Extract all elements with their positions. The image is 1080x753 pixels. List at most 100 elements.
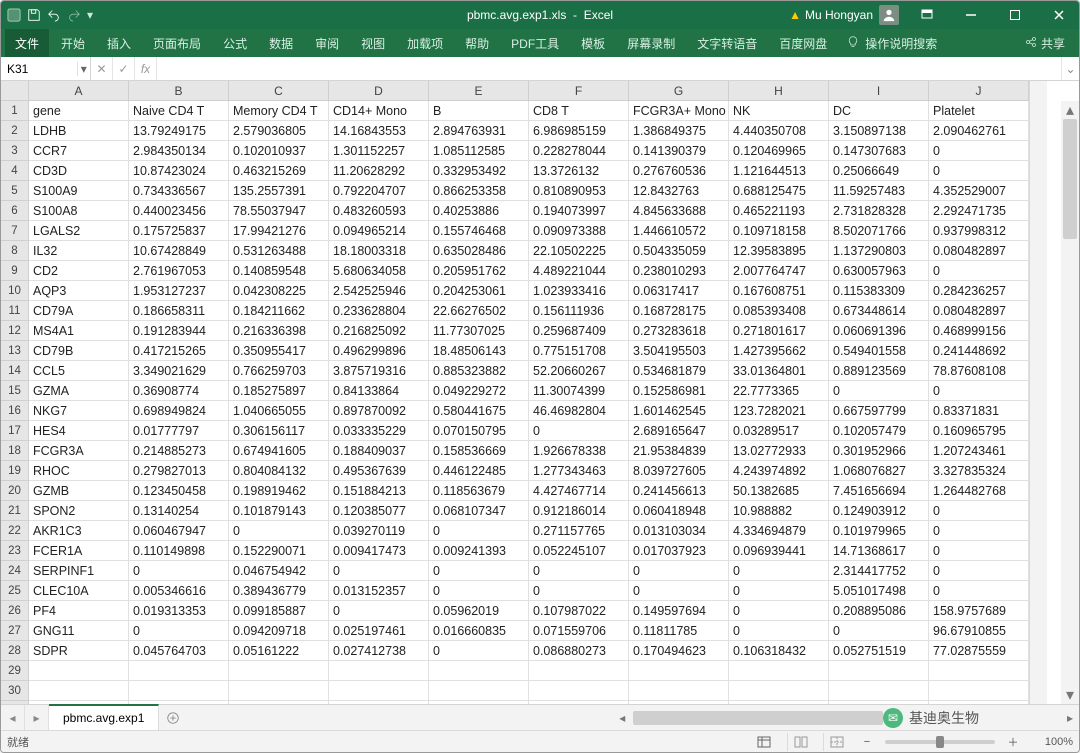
cell[interactable]: 0: [629, 561, 729, 581]
cell[interactable]: 78.55037947: [229, 201, 329, 221]
cell[interactable]: AQP3: [29, 281, 129, 301]
cell[interactable]: 0.188409037: [329, 441, 429, 461]
cell[interactable]: 4.334694879: [729, 521, 829, 541]
cell[interactable]: Naive CD4 T: [129, 101, 229, 121]
cell[interactable]: 2.894763931: [429, 121, 529, 141]
cell[interactable]: 0.155746468: [429, 221, 529, 241]
cell[interactable]: 0.549401558: [829, 341, 929, 361]
scroll-up-icon[interactable]: ▴: [1061, 101, 1079, 119]
row-header[interactable]: 6: [1, 201, 29, 221]
cell[interactable]: FCGR3A+ Mono: [629, 101, 729, 121]
cell[interactable]: 0.009417473: [329, 541, 429, 561]
cell[interactable]: 0.191283944: [129, 321, 229, 341]
cell[interactable]: 0.496299896: [329, 341, 429, 361]
cell[interactable]: CD8 T: [529, 101, 629, 121]
cell[interactable]: [529, 681, 629, 701]
column-header[interactable]: F: [529, 81, 629, 101]
cell[interactable]: 2.314417752: [829, 561, 929, 581]
cell[interactable]: 0.804084132: [229, 461, 329, 481]
cell[interactable]: 0.84133864: [329, 381, 429, 401]
cell[interactable]: 0.228278044: [529, 141, 629, 161]
cell[interactable]: CCL5: [29, 361, 129, 381]
cell[interactable]: 4.243974892: [729, 461, 829, 481]
minimize-button[interactable]: [951, 1, 991, 29]
cell[interactable]: 1.023933416: [529, 281, 629, 301]
redo-icon[interactable]: [67, 8, 81, 22]
cell[interactable]: 0: [929, 381, 1029, 401]
cell[interactable]: SPON2: [29, 501, 129, 521]
cell[interactable]: 0.673448614: [829, 301, 929, 321]
cell[interactable]: 1.068076827: [829, 461, 929, 481]
cell[interactable]: 0.417215265: [129, 341, 229, 361]
cell[interactable]: 0.01777797: [129, 421, 229, 441]
warning-icon[interactable]: ▲: [789, 8, 801, 22]
cell[interactable]: 2.689165647: [629, 421, 729, 441]
cell[interactable]: 0.027412738: [329, 641, 429, 661]
column-header[interactable]: C: [229, 81, 329, 101]
cell[interactable]: 0: [529, 561, 629, 581]
cell[interactable]: 0.204253061: [429, 281, 529, 301]
cell[interactable]: 0: [329, 561, 429, 581]
cell[interactable]: 1.427395662: [729, 341, 829, 361]
insert-function-icon[interactable]: fx: [135, 57, 157, 80]
cell[interactable]: 0.080482897: [929, 241, 1029, 261]
cell[interactable]: 0.158536669: [429, 441, 529, 461]
cell[interactable]: CD79A: [29, 301, 129, 321]
row-header[interactable]: 15: [1, 381, 29, 401]
cell[interactable]: 0.531263488: [229, 241, 329, 261]
cell[interactable]: 0.120385077: [329, 501, 429, 521]
cell[interactable]: 0.06317417: [629, 281, 729, 301]
cell[interactable]: 22.10502225: [529, 241, 629, 261]
tab-pdf-tools[interactable]: PDF工具: [501, 29, 569, 58]
cell[interactable]: 0.046754942: [229, 561, 329, 581]
cell[interactable]: 4.352529007: [929, 181, 1029, 201]
cell[interactable]: 0.468999156: [929, 321, 1029, 341]
cell[interactable]: 0.05161222: [229, 641, 329, 661]
zoom-slider-knob[interactable]: [936, 736, 944, 748]
column-header[interactable]: B: [129, 81, 229, 101]
cell[interactable]: 0.170494623: [629, 641, 729, 661]
cell[interactable]: 0.005346616: [129, 581, 229, 601]
cell[interactable]: IL32: [29, 241, 129, 261]
cell[interactable]: 0.216825092: [329, 321, 429, 341]
cell[interactable]: B: [429, 101, 529, 121]
cell[interactable]: 13.3726132: [529, 161, 629, 181]
cell[interactable]: CD2: [29, 261, 129, 281]
tab-home[interactable]: 开始: [51, 29, 95, 58]
cell[interactable]: 0.635028486: [429, 241, 529, 261]
cell[interactable]: CCR7: [29, 141, 129, 161]
cell[interactable]: [429, 681, 529, 701]
tab-data[interactable]: 数据: [259, 29, 303, 58]
cell[interactable]: 0: [729, 581, 829, 601]
cell[interactable]: 4.440350708: [729, 121, 829, 141]
cell[interactable]: 0.123450458: [129, 481, 229, 501]
cell[interactable]: 0.05962019: [429, 601, 529, 621]
view-page-break-icon[interactable]: [823, 733, 849, 751]
cell[interactable]: 0: [129, 621, 229, 641]
cell[interactable]: 0.389436779: [229, 581, 329, 601]
cell[interactable]: 0.214885273: [129, 441, 229, 461]
cell[interactable]: 0.271801617: [729, 321, 829, 341]
cell[interactable]: 0.734336567: [129, 181, 229, 201]
cell[interactable]: 0.205951762: [429, 261, 529, 281]
cell[interactable]: 1.040665055: [229, 401, 329, 421]
cell[interactable]: 4.489221044: [529, 261, 629, 281]
cell[interactable]: 0: [929, 161, 1029, 181]
tell-me-search[interactable]: 操作说明搜索: [839, 35, 945, 52]
cell[interactable]: 0.580441675: [429, 401, 529, 421]
cell[interactable]: 1.301152257: [329, 141, 429, 161]
cell[interactable]: SDPR: [29, 641, 129, 661]
cell[interactable]: 0.534681879: [629, 361, 729, 381]
cell[interactable]: 0: [929, 141, 1029, 161]
cell[interactable]: 22.7773365: [729, 381, 829, 401]
cell[interactable]: 14.16843553: [329, 121, 429, 141]
row-header[interactable]: 12: [1, 321, 29, 341]
cell[interactable]: 0.937998312: [929, 221, 1029, 241]
cell[interactable]: 12.8432763: [629, 181, 729, 201]
cell[interactable]: 0.194073997: [529, 201, 629, 221]
cell[interactable]: 96.67910855: [929, 621, 1029, 641]
cell[interactable]: LGALS2: [29, 221, 129, 241]
new-sheet-button[interactable]: [159, 705, 187, 730]
row-header[interactable]: 21: [1, 501, 29, 521]
cell[interactable]: 11.59257483: [829, 181, 929, 201]
